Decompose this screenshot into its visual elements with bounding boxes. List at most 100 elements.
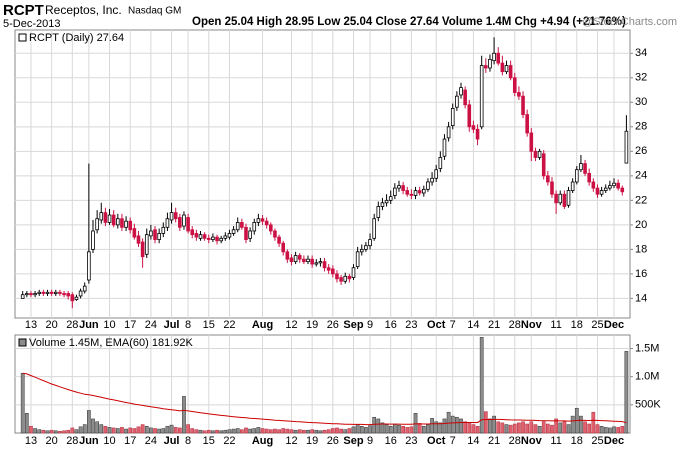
volume-bar xyxy=(347,428,352,434)
x-tick-label: Dec xyxy=(604,435,624,447)
candle-body xyxy=(587,172,591,183)
volume-bar xyxy=(322,429,327,434)
volume-bar xyxy=(111,427,116,434)
candle-body xyxy=(335,273,339,280)
volume-bar xyxy=(20,373,25,434)
x-tick-label: Aug xyxy=(252,319,273,331)
candle-body xyxy=(508,65,513,79)
candle-body xyxy=(103,212,108,223)
volume-bar xyxy=(459,418,463,434)
candle-body xyxy=(624,130,629,164)
y-tick-label: 34 xyxy=(635,47,647,59)
volume-bar xyxy=(161,428,166,434)
volume-bar xyxy=(173,427,178,434)
candle-body xyxy=(149,230,153,237)
candle-body xyxy=(231,229,236,234)
candle-body xyxy=(368,239,372,247)
volume-bar xyxy=(53,430,58,434)
candle-body xyxy=(33,293,37,296)
volume-bar xyxy=(169,424,174,434)
x-tick-label: 10 xyxy=(103,435,115,447)
volume-bar xyxy=(211,430,215,434)
candle-body xyxy=(322,261,327,269)
volume-bar xyxy=(616,427,620,434)
volume-bar xyxy=(583,421,587,434)
x-tick-label: 11 xyxy=(550,435,561,447)
price-legend: RCPT (Daily) 27.64 xyxy=(29,32,124,44)
candle-body xyxy=(339,277,343,282)
x-tick-label: 8 xyxy=(185,319,191,331)
candle-body xyxy=(546,175,550,183)
legend-icon xyxy=(18,33,27,42)
candle-body xyxy=(512,77,517,93)
candle-body xyxy=(206,237,211,240)
candle-body xyxy=(289,257,294,263)
candle-body xyxy=(20,294,25,299)
volume-bar xyxy=(240,429,244,434)
candle-body xyxy=(74,296,79,301)
volume-bar xyxy=(455,416,459,434)
volume-bar xyxy=(231,428,236,434)
candle-body xyxy=(430,177,434,183)
volume-bar xyxy=(124,428,128,434)
volume-bar xyxy=(558,422,563,434)
candle-body xyxy=(566,190,571,206)
volume-bar xyxy=(364,427,368,434)
volume-bar xyxy=(264,428,269,434)
volume-bar xyxy=(355,424,360,434)
candle-body xyxy=(496,52,501,64)
candle-body xyxy=(442,138,447,157)
x-tick-label: 26 xyxy=(327,319,339,331)
candle-body xyxy=(165,218,170,228)
volume-bar xyxy=(285,428,290,434)
volume-bar xyxy=(405,427,410,434)
candle-body xyxy=(25,293,29,296)
volume-bar xyxy=(624,351,629,434)
candle-body xyxy=(558,193,563,204)
candle-body xyxy=(95,218,99,231)
candle-body xyxy=(318,261,323,264)
volume-bar xyxy=(277,429,281,434)
candle-body xyxy=(372,218,376,239)
candle-body xyxy=(347,275,352,280)
symbol: RCPT xyxy=(3,2,44,19)
volume-bar xyxy=(372,416,377,434)
candle-body xyxy=(455,95,459,108)
volume-bar xyxy=(268,429,273,434)
volume-bar xyxy=(182,396,186,434)
volume-bar xyxy=(339,428,343,434)
volume-bar xyxy=(351,426,356,434)
x-tick-label: 11 xyxy=(550,319,561,331)
candle-body xyxy=(599,190,604,195)
y-tick-label: 18 xyxy=(635,243,647,255)
candle-body xyxy=(616,182,620,189)
volume-bar xyxy=(533,424,538,434)
candle-body xyxy=(240,222,244,228)
candle-body xyxy=(579,163,583,171)
volume-bar xyxy=(289,429,294,434)
volume-bar xyxy=(58,431,62,434)
candle-body xyxy=(355,251,360,267)
volume-bar xyxy=(149,427,153,434)
x-tick-label: 9 xyxy=(367,435,373,447)
candle-body xyxy=(41,291,46,294)
candle-body xyxy=(562,193,567,207)
volume-bar xyxy=(314,429,319,434)
candle-body xyxy=(53,291,58,294)
candle-body xyxy=(194,233,199,238)
x-tick-label: 14 xyxy=(467,435,479,447)
x-tick-label: 12 xyxy=(285,319,297,331)
candle-body xyxy=(256,218,261,223)
volume-bar xyxy=(463,421,467,434)
volume-bar xyxy=(421,425,426,434)
volume-bar xyxy=(426,424,430,434)
candle-body xyxy=(500,62,505,73)
volume-bar xyxy=(45,430,50,434)
x-tick-label: 23 xyxy=(405,435,417,447)
candle-body xyxy=(479,65,484,128)
volume-bar xyxy=(397,424,401,434)
volume-bar xyxy=(74,429,79,434)
x-tick-label: 7 xyxy=(450,435,456,447)
candle-body xyxy=(446,126,451,139)
candle-body xyxy=(281,242,286,253)
